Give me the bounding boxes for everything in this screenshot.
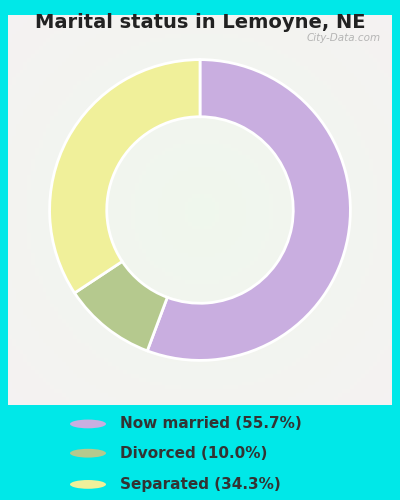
Text: Marital status in Lemoyne, NE: Marital status in Lemoyne, NE	[35, 12, 365, 32]
Text: Separated (34.3%): Separated (34.3%)	[120, 477, 281, 492]
Text: Now married (55.7%): Now married (55.7%)	[120, 416, 302, 432]
Text: Divorced (10.0%): Divorced (10.0%)	[120, 446, 267, 460]
Circle shape	[70, 480, 106, 489]
Wedge shape	[74, 262, 167, 351]
Text: City-Data.com: City-Data.com	[306, 34, 380, 43]
Wedge shape	[50, 60, 200, 293]
Circle shape	[70, 449, 106, 458]
Circle shape	[70, 420, 106, 428]
Wedge shape	[147, 60, 350, 360]
